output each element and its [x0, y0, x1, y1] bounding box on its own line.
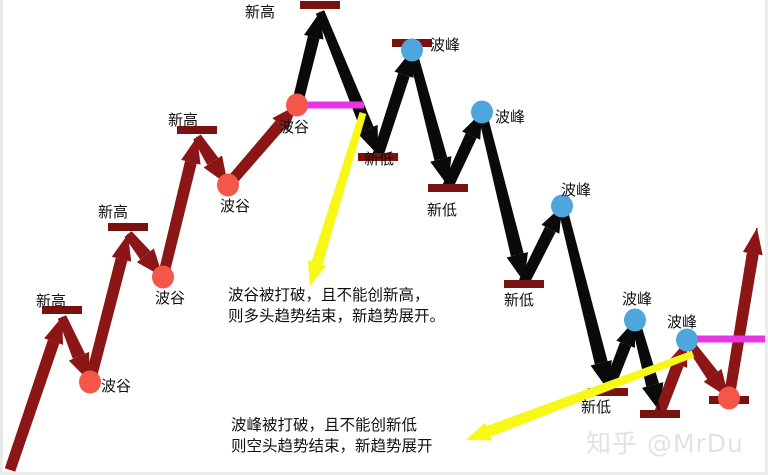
- swing-label-high-10: 波峰: [430, 36, 461, 54]
- pointer-to-trough-break: [307, 111, 367, 286]
- leg-hairline: [659, 339, 688, 413]
- leg-hairline: [377, 49, 413, 156]
- trend-legs-layer: [4, 10, 763, 472]
- downtrend-end-note-line-1: 波峰被打破，且不能创新低: [231, 416, 418, 434]
- left-border: [0, 0, 3, 475]
- level-bar-high: [108, 223, 148, 231]
- leg-shaft: [4, 339, 60, 472]
- swing-label-high-12: 波峰: [495, 108, 526, 126]
- bottom-border: [0, 472, 768, 475]
- swing-label-low-15: 新低: [581, 398, 612, 416]
- uptrend-end-note-line-1: 波谷被打破，且不能创新高，: [228, 286, 430, 304]
- leg-shaft: [477, 110, 524, 257]
- level-bar-low: [428, 184, 468, 192]
- trend-leg: [4, 317, 64, 472]
- leg-shaft: [407, 48, 448, 161]
- trough-dot: [79, 370, 101, 394]
- pointer-to-peak-break: [466, 350, 695, 441]
- trend-leg: [84, 234, 132, 384]
- leg-hairline: [634, 319, 661, 413]
- leg-arrowhead: [44, 317, 64, 345]
- leg-hairline: [227, 104, 298, 186]
- leg-hairline: [561, 205, 609, 391]
- watermark: 知乎 @MrDu: [586, 429, 744, 458]
- leg-arrowhead: [742, 228, 763, 256]
- leg-shaft: [557, 204, 608, 365]
- peak-dot: [624, 308, 646, 332]
- swing-label-low-2: 波谷: [101, 377, 132, 395]
- leg-hairline: [296, 11, 321, 106]
- peak-dot: [471, 100, 493, 124]
- leg-hairline: [61, 316, 91, 383]
- swing-label-high-18: 波峰: [667, 313, 698, 331]
- uptrend-end-note-line-2: 则多头趋势结束，新趋势展开。: [228, 306, 446, 325]
- uptrend-end-note: 波谷被打破，且不能创新高， 则多头趋势结束，新趋势展开。: [228, 285, 445, 327]
- swing-label-low-6: 波谷: [220, 197, 251, 215]
- leg-hairline: [89, 233, 129, 383]
- level-bar-low: [640, 410, 680, 418]
- level-bar-low: [588, 388, 628, 396]
- peak-dot: [676, 328, 698, 352]
- level-bar-high: [300, 1, 340, 9]
- swing-label-low-13: 新低: [504, 291, 535, 309]
- swing-markers-layer: [42, 1, 749, 418]
- leg-hairline: [523, 205, 563, 283]
- leg-hairline: [411, 49, 449, 187]
- leg-arrowhead: [307, 260, 327, 286]
- level-bar-high: [42, 306, 82, 314]
- downtrend-end-note: 波峰被打破，且不能创新低 则空头趋势结束，新趋势展开: [231, 415, 433, 457]
- leg-hairline: [481, 111, 525, 283]
- leg-hairline: [728, 227, 758, 399]
- swing-label-high-14: 波峰: [561, 181, 592, 199]
- leg-hairline: [319, 11, 379, 156]
- swing-label-high-1: 新高: [36, 292, 67, 310]
- leg-hairline: [447, 111, 483, 187]
- swing-label-high-5: 新高: [168, 111, 199, 129]
- swing-label-high-8: 新高: [245, 3, 276, 21]
- swing-label-high-3: 新高: [98, 203, 129, 221]
- swing-label-low-11: 新低: [427, 201, 458, 219]
- swing-label-low-4: 波谷: [155, 289, 186, 307]
- level-bar-low: [504, 280, 544, 288]
- leg-shaft: [486, 350, 695, 437]
- right-border: [765, 0, 768, 475]
- swing-label-low-7: 波谷: [279, 118, 310, 136]
- downtrend-end-note-line-2: 则空头趋势结束，新趋势展开: [231, 436, 433, 455]
- swing-label-high-16: 波峰: [622, 290, 653, 308]
- peak-dot: [551, 194, 573, 218]
- trough-dot: [217, 173, 239, 197]
- leg-arrowhead: [466, 422, 492, 441]
- level-bar-high: [177, 126, 217, 134]
- break-lines-layer: [297, 101, 768, 343]
- trough-dot: [718, 386, 740, 410]
- trough-dot: [152, 265, 174, 289]
- level-bar-low: [358, 153, 398, 161]
- leg-hairline: [607, 319, 636, 391]
- trough-dot: [286, 93, 308, 117]
- leg-hairline: [686, 339, 730, 399]
- pointer-arrows-layer: [307, 111, 695, 441]
- swing-label-low-9: 新低: [364, 150, 395, 168]
- leg-shaft: [311, 111, 367, 265]
- leg-hairline: [162, 136, 198, 278]
- peak-dot: [401, 38, 423, 62]
- leg-arrowhead: [357, 124, 378, 155]
